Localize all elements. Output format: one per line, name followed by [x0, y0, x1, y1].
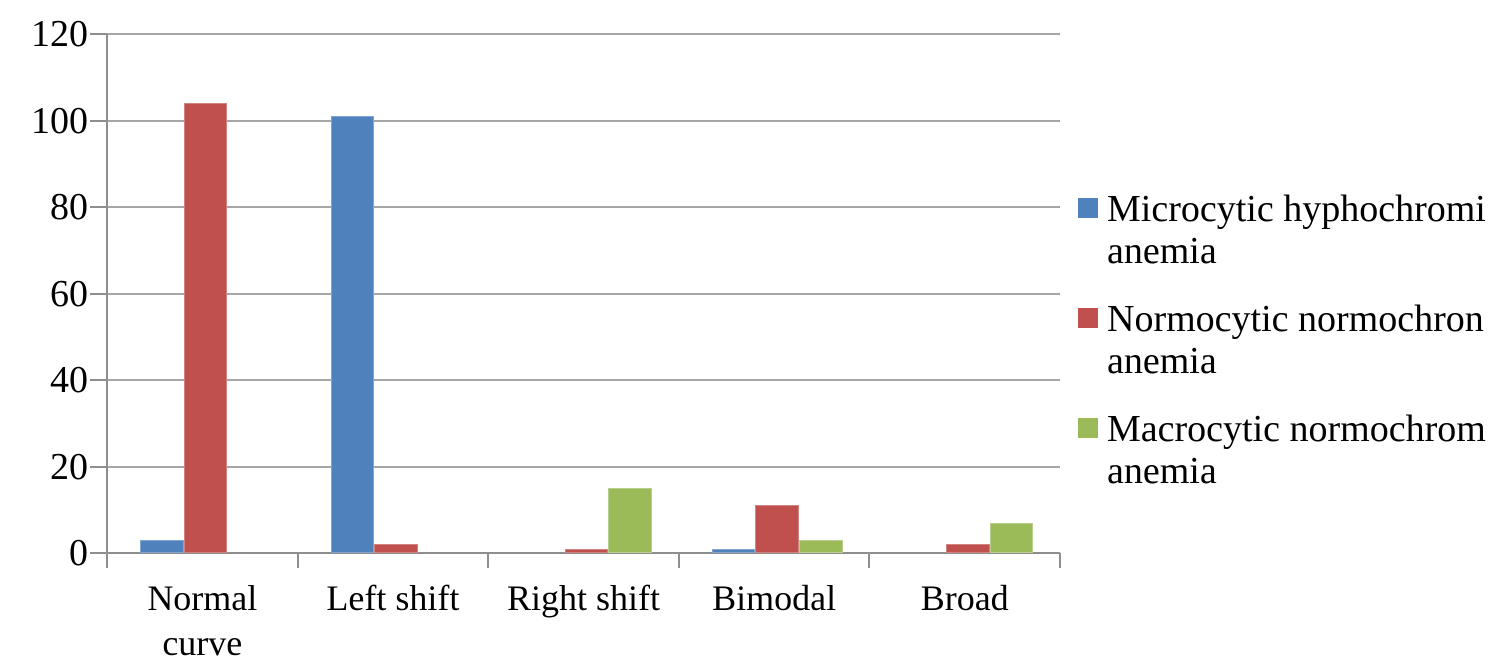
- y-axis-tick-label: 0: [69, 532, 88, 574]
- bar-bimodal-s1: [755, 505, 799, 553]
- legend-swatch: [1078, 418, 1098, 438]
- bar-normal-curve-s0: [140, 540, 184, 553]
- y-axis-tick-label: 120: [31, 13, 88, 55]
- gridline-40: [107, 379, 1060, 381]
- bar-right-shift-s1: [564, 548, 609, 553]
- bar-right-shift-s2: [608, 488, 652, 553]
- y-axis-tick: [90, 379, 107, 381]
- bar-normal-curve-s1: [183, 103, 228, 553]
- x-axis-tick-label: Right shift: [506, 578, 661, 618]
- x-axis-tick: [868, 553, 871, 568]
- legend-swatch: [1078, 308, 1098, 328]
- legend-label-line: Macrocytic normochrom: [1107, 408, 1486, 450]
- y-axis-tick: [90, 206, 107, 208]
- x-axis-tick-label: Bimodal: [712, 578, 837, 618]
- legend-label-line: anemia: [1107, 450, 1217, 492]
- y-axis-tick: [90, 292, 107, 295]
- y-axis-tick-label: 20: [50, 445, 88, 488]
- y-axis-tick-label: 60: [50, 272, 88, 315]
- y-axis-tick-label: 40: [50, 359, 88, 401]
- x-axis-line: [107, 552, 1060, 554]
- legend-swatch: [1078, 198, 1098, 218]
- x-axis-tick-label: Normal curve: [147, 578, 258, 663]
- x-axis-tick: [487, 553, 490, 568]
- y-axis-tick: [90, 465, 107, 468]
- legend-item: Macrocytic normochrom anemia: [1078, 408, 1500, 492]
- legend-label: Normocytic normochron anemia: [1107, 298, 1484, 382]
- legend-label-line: anemia: [1107, 340, 1217, 382]
- bar-bimodal-s0: [711, 548, 756, 553]
- x-axis-tick-label: Broad: [920, 578, 1009, 618]
- y-axis-tick-label: 80: [50, 186, 88, 228]
- y-axis-tick: [90, 33, 107, 35]
- legend-label-line: anemia: [1107, 230, 1217, 272]
- legend-label: Microcytic hyphochromi anemia: [1107, 188, 1486, 272]
- gridline-100: [107, 119, 1060, 122]
- bar-left-shift-s1: [374, 544, 418, 553]
- gridline-80: [107, 206, 1060, 208]
- gridline-20: [107, 465, 1060, 468]
- legend-label-line: Microcytic hyphochromi: [1107, 188, 1486, 230]
- gridline-120: [107, 33, 1060, 35]
- bar-broad-s1: [946, 544, 990, 553]
- y-axis-tick: [90, 119, 107, 122]
- legend-item: Normocytic normochron anemia: [1078, 298, 1500, 382]
- x-axis-tick: [677, 553, 680, 568]
- x-axis-tick: [1059, 553, 1061, 568]
- gridline-60: [107, 292, 1060, 295]
- legend-label: Macrocytic normochrom anemia: [1107, 408, 1486, 492]
- x-axis-tick: [296, 553, 299, 568]
- bar-broad-s2: [989, 522, 1034, 553]
- x-axis-tick-label: Left shift: [326, 578, 460, 618]
- y-axis-tick: [90, 552, 107, 554]
- bar-bimodal-s2: [799, 540, 843, 553]
- x-axis-tick: [106, 553, 108, 568]
- y-axis-tick-label: 100: [31, 99, 88, 142]
- bar-left-shift-s0: [330, 116, 375, 553]
- legend-label-line: Normocytic normochron: [1107, 298, 1484, 340]
- legend-item: Microcytic hyphochromi anemia: [1078, 188, 1500, 272]
- chart-legend: Microcytic hyphochromi anemia Normocytic n…: [1078, 188, 1500, 518]
- y-axis-line: [106, 34, 108, 568]
